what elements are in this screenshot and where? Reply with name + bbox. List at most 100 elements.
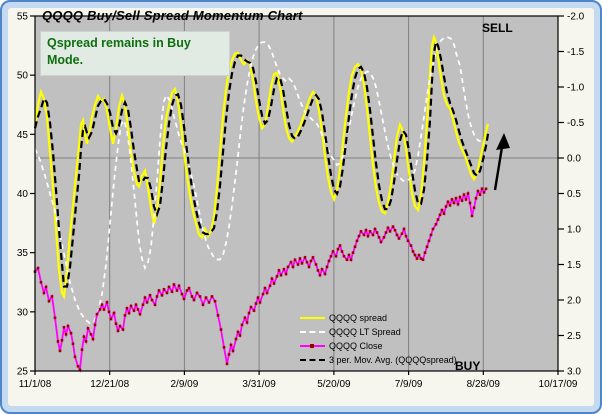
close-marker <box>364 228 368 232</box>
close-marker <box>263 286 267 290</box>
close-marker <box>456 202 460 206</box>
buy-zone-label: BUY <box>455 359 481 373</box>
note-line-2: Mode. <box>47 52 84 67</box>
close-marker <box>213 299 217 303</box>
close-marker <box>366 234 370 238</box>
close-marker <box>368 230 372 233</box>
legend-label-lt-spread: QQQQ LT Spread <box>329 327 401 337</box>
close-marker <box>231 349 235 353</box>
close-marker <box>386 226 390 230</box>
close-marker <box>474 196 478 200</box>
close-marker <box>484 187 488 191</box>
close-marker <box>325 265 329 269</box>
legend-item-spread: QQQQ spread <box>300 311 457 325</box>
axis-tick-label: 8/28/09 <box>467 379 501 390</box>
close-marker <box>254 302 258 305</box>
close-marker <box>227 353 231 356</box>
close-marker <box>102 308 106 311</box>
axis-tick-label: 40 <box>17 189 29 200</box>
close-marker <box>438 213 442 217</box>
close-marker <box>98 308 102 311</box>
close-marker <box>286 265 290 269</box>
close-marker <box>336 247 340 251</box>
axis-tick-label: 1.5 <box>567 260 581 271</box>
close-marker <box>109 317 113 321</box>
close-marker <box>50 295 54 298</box>
close-marker <box>395 233 399 237</box>
note-box: Qspread remains in Buy Mode. <box>40 31 230 76</box>
close-marker <box>243 316 247 320</box>
close-marker <box>177 284 181 288</box>
close-marker <box>293 258 297 262</box>
sell-zone-label: SELL <box>482 21 513 35</box>
axis-tick-label: 2.5 <box>567 331 581 342</box>
close-marker <box>334 254 338 258</box>
close-marker <box>345 258 349 262</box>
close-marker <box>229 343 233 347</box>
close-marker <box>95 312 99 316</box>
axis-tick-label: 5/20/09 <box>317 379 351 390</box>
close-marker <box>175 289 179 292</box>
series-mov-avg <box>33 38 490 288</box>
close-marker <box>373 227 377 231</box>
close-marker <box>351 251 355 254</box>
close-marker <box>277 269 281 272</box>
close-marker <box>86 327 90 330</box>
close-marker <box>440 208 444 212</box>
close-marker <box>42 291 46 295</box>
close-marker <box>123 314 127 317</box>
close-marker <box>165 291 169 295</box>
close-marker <box>377 235 381 239</box>
close-marker <box>309 259 313 263</box>
close-marker <box>359 230 363 233</box>
close-marker <box>160 293 164 297</box>
close-marker <box>307 265 311 269</box>
close-marker <box>153 303 157 307</box>
close-marker <box>138 312 142 316</box>
close-marker <box>89 333 93 336</box>
chart-title: QQQQ Buy/Sell Spread Momentum Chart <box>42 8 303 23</box>
close-marker <box>78 368 82 372</box>
close-marker <box>415 257 419 260</box>
axis-tick-label: -0.5 <box>567 118 585 129</box>
legend-label-mov-avg: 3 per. Mov. Avg. (QQQQspread) <box>329 355 457 365</box>
close-marker <box>252 309 256 312</box>
close-marker <box>167 285 171 289</box>
trend-arrow-shaft <box>493 146 504 191</box>
close-marker <box>53 316 57 320</box>
legend-label-close: QQQQ Close <box>329 341 383 351</box>
close-marker <box>198 295 202 298</box>
close-marker <box>56 340 60 343</box>
close-marker <box>148 293 152 297</box>
legend-label-spread: QQQQ spread <box>329 313 388 323</box>
close-marker <box>270 277 274 280</box>
close-marker <box>338 244 342 247</box>
close-marker <box>404 234 408 238</box>
close-marker <box>105 301 109 304</box>
close-marker <box>431 227 435 231</box>
legend-item-lt-spread: QQQQ LT Spread <box>300 325 457 339</box>
close-marker <box>323 272 327 276</box>
legend-swatch-mov-avg <box>300 359 325 361</box>
close-marker <box>93 323 97 327</box>
close-marker <box>450 198 454 201</box>
close-marker <box>100 303 104 307</box>
axis-tick-label: 3/31/09 <box>242 379 276 390</box>
axis-tick-label: 1.0 <box>567 225 581 236</box>
close-marker <box>393 228 397 232</box>
close-marker <box>464 198 468 201</box>
close-marker <box>466 192 470 195</box>
close-marker <box>402 227 406 231</box>
axis-tick-label: 30 <box>17 307 29 318</box>
axis-tick-label: 12/21/08 <box>90 379 129 390</box>
close-marker <box>201 303 205 307</box>
close-marker <box>268 284 272 288</box>
close-marker <box>256 296 260 299</box>
axis-tick-label: 45 <box>17 130 29 141</box>
close-marker <box>36 266 40 270</box>
legend-item-mov-avg: 3 per. Mov. Avg. (QQQQspread) <box>300 353 457 367</box>
close-marker <box>58 349 62 353</box>
close-marker <box>44 285 48 289</box>
axis-tick-label: -1.0 <box>567 83 585 94</box>
